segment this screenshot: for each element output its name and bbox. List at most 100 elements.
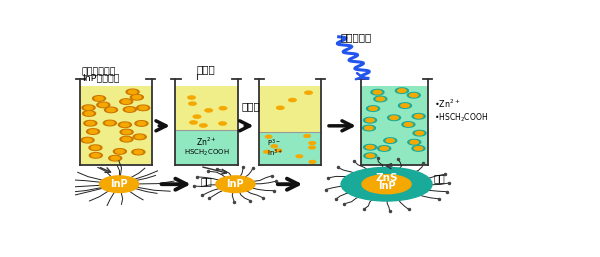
Circle shape: [132, 149, 145, 155]
Circle shape: [305, 91, 312, 94]
Circle shape: [125, 108, 134, 111]
Circle shape: [371, 89, 384, 95]
Circle shape: [398, 89, 406, 93]
Circle shape: [410, 94, 418, 97]
Circle shape: [404, 123, 413, 126]
Circle shape: [92, 96, 106, 101]
Circle shape: [402, 122, 415, 127]
Circle shape: [380, 147, 388, 150]
Circle shape: [121, 123, 129, 126]
Circle shape: [200, 124, 207, 127]
Circle shape: [189, 102, 196, 105]
Circle shape: [188, 96, 195, 99]
Circle shape: [84, 121, 97, 126]
Circle shape: [137, 122, 146, 125]
Circle shape: [103, 120, 116, 126]
Circle shape: [193, 115, 200, 118]
Bar: [259, 132, 322, 166]
Circle shape: [107, 108, 115, 112]
Circle shape: [304, 135, 310, 137]
Circle shape: [309, 142, 316, 144]
Circle shape: [373, 90, 382, 94]
Circle shape: [86, 129, 100, 134]
Circle shape: [95, 97, 103, 100]
Circle shape: [410, 140, 418, 144]
Circle shape: [365, 126, 373, 130]
Bar: [259, 86, 322, 132]
Circle shape: [265, 135, 272, 138]
Circle shape: [366, 118, 374, 122]
Circle shape: [130, 95, 143, 100]
Circle shape: [82, 105, 95, 111]
Circle shape: [374, 96, 387, 102]
Circle shape: [135, 121, 148, 126]
Circle shape: [133, 95, 141, 99]
Circle shape: [398, 103, 412, 108]
Circle shape: [395, 88, 409, 93]
Circle shape: [386, 139, 394, 142]
Text: 相転換: 相転換: [241, 101, 260, 111]
Circle shape: [126, 89, 139, 95]
Circle shape: [364, 144, 377, 150]
Circle shape: [275, 149, 282, 152]
Circle shape: [124, 107, 136, 112]
Circle shape: [136, 135, 144, 139]
Circle shape: [364, 153, 377, 159]
Text: 水相: 水相: [434, 173, 446, 183]
Circle shape: [271, 145, 278, 148]
Circle shape: [369, 107, 377, 110]
Circle shape: [264, 150, 270, 153]
Circle shape: [99, 103, 107, 107]
Circle shape: [118, 122, 131, 127]
Circle shape: [139, 106, 148, 110]
Text: HSCH$_2$COOH: HSCH$_2$COOH: [184, 148, 229, 158]
Circle shape: [415, 131, 424, 135]
Circle shape: [407, 93, 420, 98]
Circle shape: [119, 99, 133, 104]
Circle shape: [190, 121, 197, 124]
Bar: [80, 86, 152, 166]
Circle shape: [89, 153, 102, 158]
Circle shape: [390, 116, 398, 120]
Circle shape: [413, 130, 426, 136]
Text: Zn$^{2+}$: Zn$^{2+}$: [196, 136, 217, 149]
Circle shape: [92, 154, 100, 157]
Circle shape: [122, 100, 130, 103]
Circle shape: [364, 117, 377, 123]
Circle shape: [415, 115, 423, 118]
Circle shape: [414, 146, 422, 150]
Circle shape: [122, 130, 131, 134]
Circle shape: [109, 155, 122, 161]
Circle shape: [219, 107, 227, 110]
Circle shape: [216, 176, 255, 192]
Circle shape: [378, 146, 391, 151]
Text: 紫外光照射: 紫外光照射: [341, 32, 372, 42]
Ellipse shape: [341, 167, 432, 201]
Text: InP: InP: [110, 179, 128, 189]
Bar: [175, 86, 238, 130]
Text: InP: InP: [378, 181, 395, 191]
Circle shape: [116, 150, 124, 153]
Text: ZnS: ZnS: [376, 173, 398, 183]
Bar: [361, 86, 428, 166]
Bar: [175, 130, 238, 166]
Circle shape: [120, 129, 133, 135]
Text: 有機相: 有機相: [197, 64, 216, 74]
Text: 有機溶液中の: 有機溶液中の: [82, 67, 116, 76]
Text: •HSCH$_2$COOH: •HSCH$_2$COOH: [434, 112, 488, 124]
Text: InPナノ粒子: InPナノ粒子: [82, 73, 119, 82]
Circle shape: [366, 154, 374, 158]
Circle shape: [412, 114, 425, 119]
Circle shape: [401, 104, 409, 107]
Text: In$^{3+}$: In$^{3+}$: [267, 148, 283, 159]
Circle shape: [133, 134, 146, 140]
Circle shape: [376, 97, 385, 101]
Circle shape: [289, 98, 296, 102]
Circle shape: [83, 111, 95, 116]
Circle shape: [89, 130, 97, 133]
Circle shape: [367, 106, 380, 111]
Circle shape: [408, 140, 421, 145]
Circle shape: [205, 109, 212, 112]
Circle shape: [277, 106, 284, 109]
Circle shape: [91, 146, 100, 150]
